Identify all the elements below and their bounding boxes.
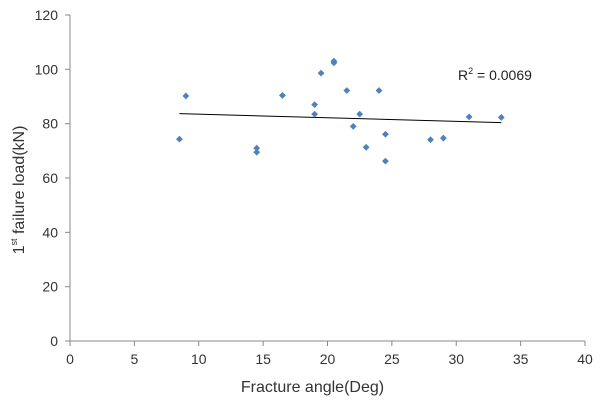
data-point <box>427 136 434 144</box>
data-point <box>311 110 319 118</box>
data-point <box>362 143 370 151</box>
data-point <box>349 122 357 130</box>
data-point <box>253 144 261 152</box>
y-tick-label: 20 <box>42 279 58 295</box>
y-tick-label: 0 <box>50 333 58 349</box>
data-point <box>356 110 364 118</box>
data-point <box>382 157 389 165</box>
data-point <box>330 59 338 67</box>
data-point <box>382 130 389 138</box>
y-tick-label: 120 <box>35 7 59 23</box>
x-tick-label: 0 <box>66 351 74 367</box>
x-tick-label: 15 <box>255 351 271 367</box>
x-tick-label: 30 <box>448 351 464 367</box>
y-tick-label: 40 <box>42 224 58 240</box>
x-tick-label: 35 <box>513 351 529 367</box>
r-squared-base: R <box>458 67 468 83</box>
plot-area: 0 5 10 15 20 25 30 35 40 0 20 40 60 80 100 120 Fracture … <box>9 7 593 396</box>
data-point <box>439 134 447 142</box>
data-point <box>176 135 183 143</box>
data-point <box>497 114 505 121</box>
r-squared-label: R2 = 0.0069 <box>458 66 532 83</box>
y-axis-title-superscript: st <box>9 238 19 246</box>
x-tick-label: 10 <box>191 351 207 367</box>
data-point <box>253 148 261 156</box>
x-tick-label: 5 <box>130 351 138 367</box>
data-point <box>317 69 325 77</box>
x-tick-label: 40 <box>577 351 593 367</box>
data-point <box>311 101 319 109</box>
data-point <box>465 113 473 121</box>
y-axis-title: 1st failure load(kN) <box>9 126 28 255</box>
data-point <box>343 87 351 94</box>
y-tick-label: 100 <box>35 61 59 77</box>
x-tick-label: 25 <box>384 351 400 367</box>
y-axis-title-rest: failure load(kN) <box>11 126 28 239</box>
x-axis-title: Fracture angle(Deg) <box>241 379 384 396</box>
trendline <box>179 113 502 124</box>
data-point <box>182 92 190 100</box>
y-axis-title-base: 1 <box>11 245 28 254</box>
data-point <box>279 92 286 99</box>
y-tick-label: 60 <box>42 170 58 186</box>
x-tick-label: 20 <box>320 351 336 367</box>
r-squared-superscript: 2 <box>468 66 473 76</box>
data-point <box>375 87 383 94</box>
y-tick-label: 80 <box>42 116 58 132</box>
r-squared-value: = 0.0069 <box>473 67 532 83</box>
